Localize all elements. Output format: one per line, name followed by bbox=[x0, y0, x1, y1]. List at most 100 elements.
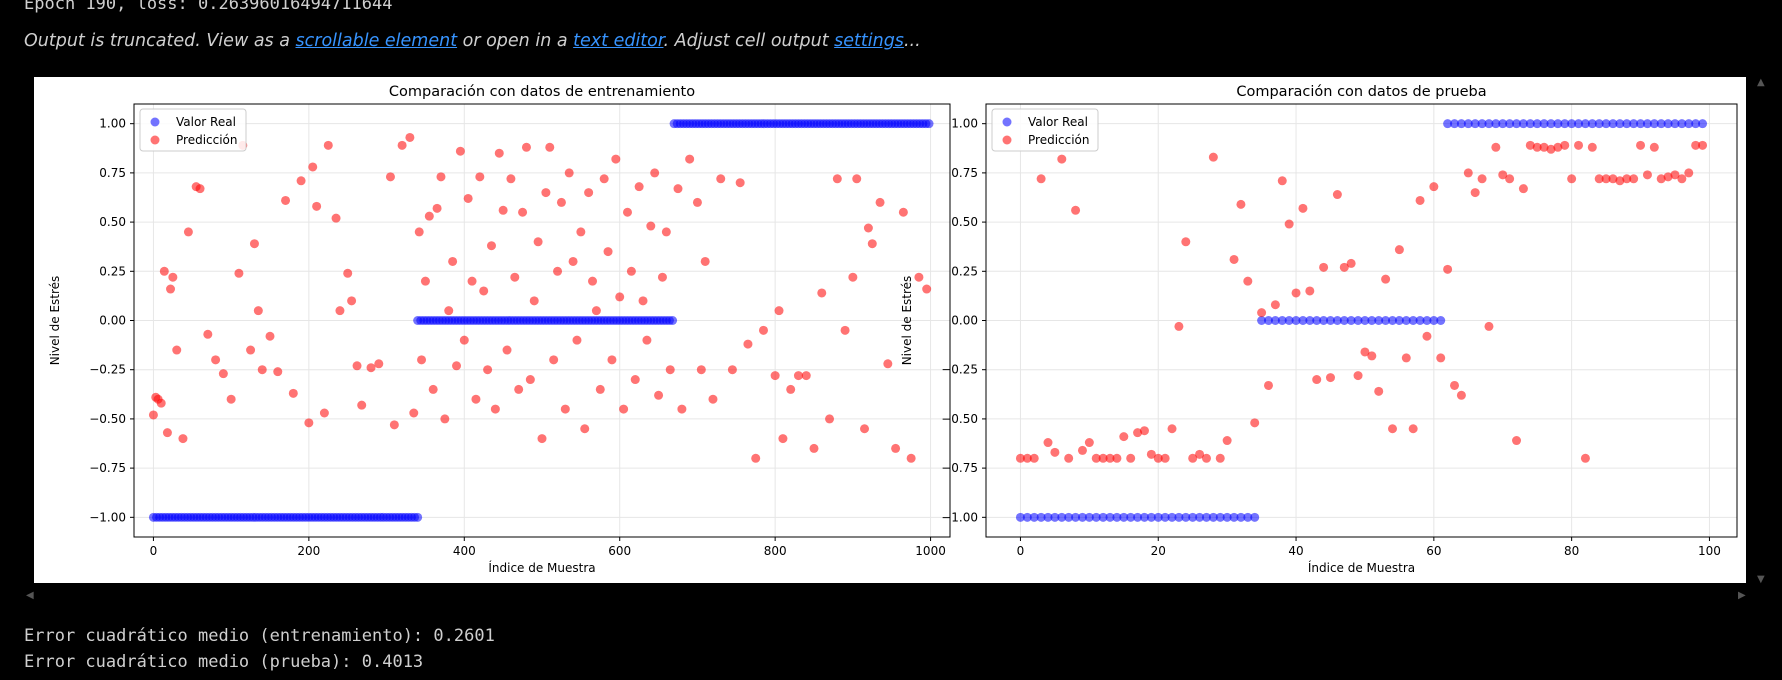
prediction-point bbox=[603, 247, 613, 257]
prediction-point bbox=[1388, 424, 1398, 434]
prediction-point bbox=[1291, 288, 1301, 298]
chart-title: Comparación con datos de prueba bbox=[1236, 84, 1486, 100]
prediction-point bbox=[1167, 424, 1177, 434]
y-tick-label: −0.25 bbox=[941, 363, 978, 377]
prediction-point bbox=[335, 306, 345, 316]
prediction-point bbox=[1649, 142, 1659, 152]
real-point bbox=[1463, 119, 1473, 129]
prediction-point bbox=[1263, 380, 1273, 390]
y-tick-label: −1.00 bbox=[89, 510, 126, 524]
prediction-point bbox=[1050, 447, 1060, 457]
x-axis-label: Índice de Muestra bbox=[1308, 560, 1415, 575]
scroll-right-icon[interactable]: ▶ bbox=[1738, 590, 1746, 601]
prediction-point bbox=[646, 221, 656, 231]
scroll-left-icon[interactable]: ◀ bbox=[26, 590, 34, 601]
prediction-point bbox=[352, 361, 362, 371]
prediction-point bbox=[793, 371, 803, 381]
real-point bbox=[1064, 512, 1074, 522]
truncation-middle-1: or open in a bbox=[457, 31, 574, 51]
prediction-point bbox=[650, 168, 660, 178]
prediction-point bbox=[1215, 453, 1225, 463]
prediction-point bbox=[801, 371, 811, 381]
prediction-point bbox=[374, 359, 384, 369]
prediction-point bbox=[883, 359, 893, 369]
legend-box bbox=[991, 108, 1099, 152]
legend-pred-marker bbox=[150, 135, 160, 145]
real-point bbox=[1450, 119, 1460, 129]
prediction-point bbox=[619, 404, 629, 414]
prediction-point bbox=[529, 296, 539, 306]
prediction-point bbox=[1071, 205, 1081, 215]
prediction-point bbox=[428, 384, 438, 394]
prediction-point bbox=[521, 142, 531, 152]
prediction-point bbox=[832, 174, 842, 184]
prediction-point bbox=[1201, 453, 1211, 463]
real-point bbox=[1139, 512, 1149, 522]
prediction-point bbox=[211, 355, 221, 365]
horizontal-scrollbar[interactable]: ◀ ▶ bbox=[26, 590, 1748, 602]
real-point bbox=[1367, 316, 1377, 325]
prediction-point bbox=[246, 345, 256, 355]
scroll-down-icon[interactable]: ▼ bbox=[1757, 574, 1765, 585]
prediction-point bbox=[440, 414, 450, 424]
prediction-point bbox=[537, 434, 547, 444]
prediction-point bbox=[638, 296, 648, 306]
real-point bbox=[1346, 316, 1356, 325]
prediction-point bbox=[1532, 142, 1542, 152]
real-point bbox=[1057, 512, 1067, 522]
prediction-point bbox=[273, 367, 283, 377]
prediction-point bbox=[708, 394, 718, 404]
real-point bbox=[1091, 512, 1101, 522]
prediction-point bbox=[875, 197, 885, 207]
real-point bbox=[1670, 119, 1680, 129]
prediction-point bbox=[1257, 308, 1267, 318]
prediction-point bbox=[1091, 453, 1101, 463]
prediction-point bbox=[906, 453, 916, 463]
prediction-point bbox=[1443, 264, 1453, 274]
prediction-point bbox=[459, 335, 469, 345]
prediction-point bbox=[545, 142, 555, 152]
prediction-point bbox=[1629, 174, 1639, 184]
prediction-point bbox=[588, 276, 598, 286]
prediction-point bbox=[661, 227, 671, 237]
prediction-point bbox=[657, 272, 667, 282]
scrollable-element-link[interactable]: scrollable element bbox=[295, 31, 458, 51]
prediction-point bbox=[1036, 174, 1046, 184]
scroll-up-icon[interactable]: ▲ bbox=[1757, 77, 1765, 88]
prediction-point bbox=[1546, 144, 1556, 154]
prediction-point bbox=[1477, 174, 1487, 184]
real-point bbox=[1201, 512, 1211, 522]
real-point bbox=[1663, 119, 1673, 129]
prediction-point bbox=[424, 211, 434, 221]
prediction-point bbox=[1408, 424, 1418, 434]
prediction-point bbox=[1229, 254, 1239, 264]
real-point bbox=[1443, 119, 1453, 129]
prediction-point bbox=[494, 148, 504, 158]
real-point bbox=[1325, 316, 1335, 325]
prediction-point bbox=[1250, 418, 1260, 428]
prediction-point bbox=[867, 239, 877, 249]
prediction-point bbox=[665, 365, 675, 375]
prediction-point bbox=[1353, 371, 1363, 381]
x-tick-label: 0 bbox=[1017, 544, 1025, 558]
prediction-point bbox=[642, 335, 652, 345]
real-point bbox=[1691, 119, 1701, 129]
prediction-point bbox=[696, 365, 706, 375]
prediction-point bbox=[514, 384, 524, 394]
real-point bbox=[1071, 512, 1081, 522]
real-point bbox=[1649, 119, 1659, 129]
real-point bbox=[1036, 512, 1046, 522]
prediction-point bbox=[490, 404, 500, 414]
prediction-point bbox=[312, 201, 322, 211]
vertical-scrollbar[interactable]: ▲ ▼ bbox=[1754, 77, 1768, 587]
real-point bbox=[1388, 316, 1398, 325]
x-tick-label: 800 bbox=[764, 544, 787, 558]
real-point bbox=[1684, 119, 1694, 129]
text-editor-link[interactable]: text editor bbox=[573, 31, 664, 51]
settings-link[interactable]: settings bbox=[834, 31, 904, 51]
prediction-point bbox=[475, 172, 485, 182]
prediction-point bbox=[1305, 286, 1315, 296]
prediction-point bbox=[615, 292, 625, 302]
prediction-point bbox=[677, 404, 687, 414]
legend-pred-label: Predicción bbox=[1028, 133, 1090, 147]
